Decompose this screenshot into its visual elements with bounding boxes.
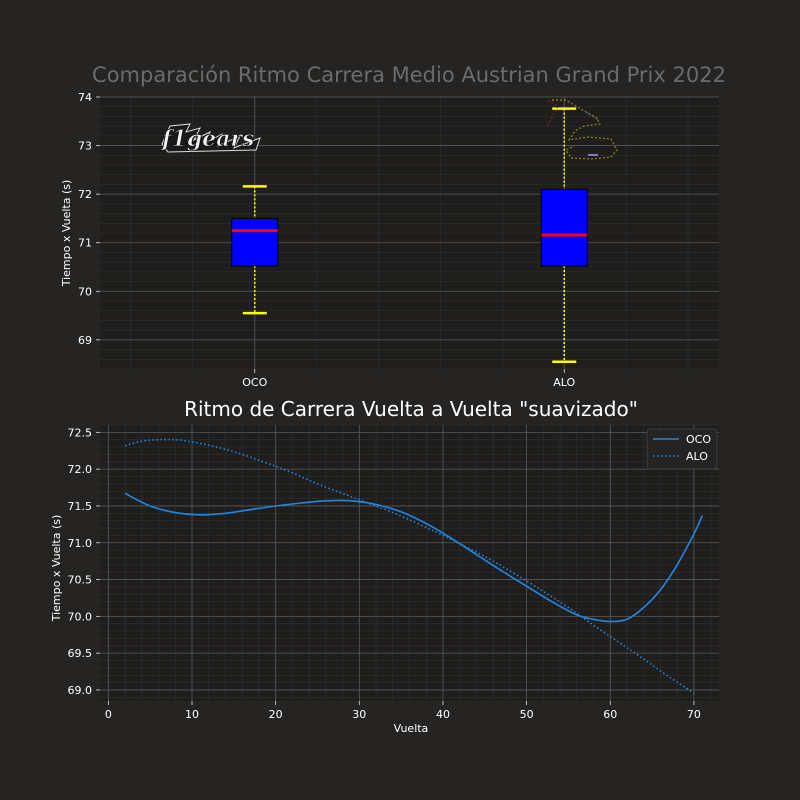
chart1-title: Comparación Ritmo Carrera Medio Austrian…	[92, 63, 726, 87]
chart2-y-tick-label: 72.5	[68, 426, 93, 439]
box-body-oco	[231, 217, 279, 267]
chart2-y-tick-label: 71.0	[68, 537, 93, 550]
chart2-x-tick-label: 50	[520, 708, 534, 721]
f1gears-logo: f1gears	[160, 123, 261, 153]
chart2-x-tick-label: 20	[269, 708, 283, 721]
chart1-y-tick-label: 71	[78, 237, 92, 250]
chart1-x-tick-label: ALO	[553, 376, 575, 389]
chart2-y-tick-label: 72.0	[68, 463, 93, 476]
chart2-y-tick-label: 70.5	[68, 574, 93, 587]
chart2-x-tick-label: 70	[687, 708, 701, 721]
circuit-map-icon	[546, 99, 618, 160]
chart2-title: Ritmo de Carrera Vuelta a Vuelta "suaviz…	[184, 397, 638, 421]
chart2-x-tick-label: 40	[436, 708, 450, 721]
chart2-x-tick-label: 30	[352, 708, 366, 721]
chart1-y-axis-label: Tiempo x Vuelta (s)	[60, 180, 73, 288]
chart1-y-tick-label: 74	[78, 91, 92, 104]
box-body-alo	[540, 188, 588, 267]
chart2-series	[124, 438, 704, 694]
chart2-y-tick-label: 71.5	[68, 500, 93, 513]
chart1-y-tick-label: 73	[78, 140, 92, 153]
chart1-y-tick-label: 69	[78, 334, 92, 347]
chart2-y-tick-label: 69.0	[68, 684, 93, 697]
legend-label-alo: ALO	[686, 450, 708, 463]
chart1-y-tick-label: 72	[78, 188, 92, 201]
chart2-y-tick-label: 69.5	[68, 647, 93, 660]
series-line-oco	[124, 492, 704, 623]
chart2-y-axis-label: Tiempo x Vuelta (s)	[50, 515, 63, 623]
svg-text:f1gears: f1gears	[160, 126, 254, 152]
chart2-legend: OCO ALO	[646, 428, 718, 470]
chart2-x-tick-label: 60	[603, 708, 617, 721]
series-line-alo	[124, 438, 695, 694]
chart2-axes: 0 10 20 30 40 50 60 70 69.0 69.5 70.0 70.5 71.0 71.5 7…	[68, 426, 701, 721]
chart2-grid	[100, 424, 719, 701]
chart1-x-tick-label: OCO	[242, 376, 267, 389]
chart1-boxes	[231, 107, 588, 363]
chart1-y-tick-label: 70	[78, 285, 92, 298]
chart2-x-tick-label: 10	[185, 708, 199, 721]
chart2-y-tick-label: 70.0	[68, 610, 93, 623]
chart1-axes: 69 70 71 72 73 74 OCO ALO	[78, 91, 576, 389]
chart2-x-tick-label: 0	[105, 708, 112, 721]
chart2-x-axis-label: Vuelta	[394, 722, 429, 735]
legend-label-oco: OCO	[686, 433, 711, 446]
